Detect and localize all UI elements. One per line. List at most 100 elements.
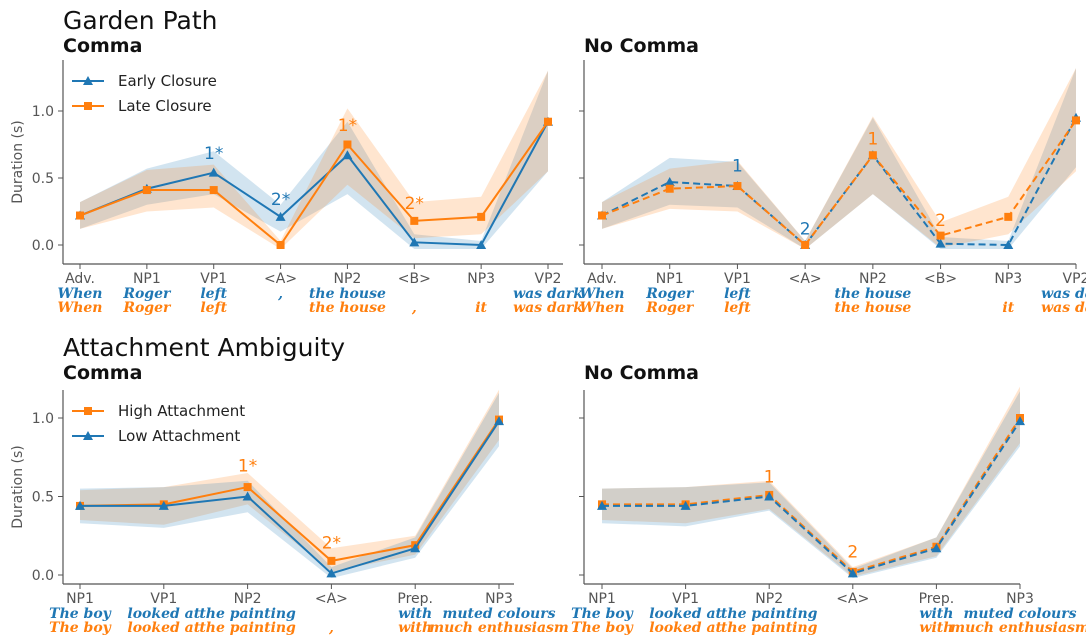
- data-point-square: [1072, 116, 1080, 125]
- series-line-orange: [79, 419, 500, 562]
- legend-label: Low Attachment: [118, 427, 240, 445]
- word-label-blue: muted colours: [443, 606, 556, 622]
- word-label-orange: Roger: [645, 300, 695, 316]
- word-label-blue: looked at: [127, 606, 200, 622]
- panel-title: Comma: [63, 362, 142, 384]
- data-point-square: [544, 117, 552, 126]
- series-line-blue: [602, 420, 1021, 575]
- word-label-blue: left: [200, 286, 227, 302]
- word-label-orange: it: [475, 300, 487, 316]
- x-tick-label: VP1: [672, 591, 699, 607]
- x-tick-label: <A>: [264, 271, 297, 287]
- legend-label: Early Closure: [118, 72, 217, 90]
- word-label-orange: the painting: [199, 620, 296, 636]
- significance-annotation: 1: [867, 130, 878, 150]
- y-tick-label: 0.5: [32, 490, 54, 506]
- word-label-blue: with: [919, 606, 953, 622]
- word-label-orange: much enthusiasm: [429, 620, 568, 636]
- word-label-blue: Roger: [645, 286, 695, 302]
- word-label-orange: Roger: [122, 300, 172, 316]
- x-tick-label: NP1: [656, 271, 684, 287]
- y-tick-label: 0.0: [32, 238, 54, 254]
- legend-label: Late Closure: [118, 97, 212, 115]
- data-point-triangle: [342, 150, 353, 160]
- word-label-blue: When: [58, 286, 103, 302]
- data-point-triangle: [597, 500, 607, 510]
- panel-title: No Comma: [584, 35, 699, 57]
- legend-marker: [84, 407, 92, 415]
- word-label-orange: The boy: [49, 620, 112, 636]
- y-tick-label: 1.0: [32, 104, 54, 120]
- section-title-attachment-ambiguity: Attachment Ambiguity: [63, 333, 345, 362]
- word-label-blue: ,: [277, 286, 283, 302]
- significance-annotation: 1*: [204, 144, 223, 164]
- significance-annotation: 2: [800, 219, 811, 239]
- x-tick-label: NP1: [133, 271, 161, 287]
- data-point-square: [327, 556, 336, 565]
- word-label-blue: the painting: [199, 606, 296, 622]
- word-label-orange: the house: [834, 300, 911, 316]
- legend-marker: [83, 76, 93, 85]
- x-tick-label: <B>: [924, 271, 957, 287]
- x-tick-label: VP1: [200, 271, 227, 287]
- data-point-triangle: [275, 211, 286, 221]
- data-point-square: [276, 241, 285, 249]
- legend-marker: [84, 102, 92, 110]
- word-label-blue: The boy: [49, 606, 112, 622]
- word-label-blue: The boy: [571, 606, 634, 622]
- data-point-triangle: [75, 500, 85, 510]
- series-line-orange: [79, 121, 549, 247]
- ci-band-blue: [602, 391, 1020, 579]
- data-point-square: [243, 483, 252, 492]
- word-label-blue: looked at: [649, 606, 722, 622]
- ci-band-orange: [80, 70, 548, 250]
- word-label-orange: When: [58, 300, 103, 316]
- y-tick-label: 0.5: [32, 171, 54, 187]
- x-tick-label: <A>: [315, 591, 348, 607]
- x-tick-label: NP1: [66, 591, 94, 607]
- panel-title: No Comma: [584, 362, 699, 384]
- word-label-orange: When: [580, 300, 625, 316]
- ci-band-blue: [80, 392, 499, 579]
- data-point-triangle: [410, 543, 421, 553]
- panel-title: Comma: [63, 35, 142, 57]
- word-label-blue: left: [724, 286, 751, 302]
- legend-label: High Attachment: [118, 402, 245, 420]
- word-label-blue: When: [580, 286, 625, 302]
- x-tick-label: <A>: [789, 271, 822, 287]
- significance-annotation: 2*: [405, 194, 424, 214]
- x-tick-label: NP1: [588, 591, 616, 607]
- x-tick-label: NP2: [334, 271, 362, 287]
- ci-band-blue: [602, 68, 1076, 250]
- data-point-square: [733, 182, 742, 191]
- x-tick-label: Adv.: [587, 271, 617, 287]
- x-tick-label: NP2: [234, 591, 262, 607]
- word-label-orange: the painting: [721, 620, 818, 636]
- x-tick-label: NP3: [1006, 591, 1034, 607]
- word-label-orange: it: [1002, 300, 1014, 316]
- word-label-blue: the house: [834, 286, 911, 302]
- data-point-triangle: [158, 500, 169, 510]
- x-tick-label: NP3: [467, 271, 495, 287]
- series-line-blue: [80, 420, 500, 575]
- data-point-triangle: [935, 238, 946, 248]
- data-point-triangle: [931, 543, 942, 553]
- data-point-triangle: [1003, 240, 1014, 249]
- data-point-square: [410, 216, 419, 225]
- data-point-triangle: [847, 568, 858, 578]
- data-point-square: [598, 211, 606, 220]
- data-point-triangle: [1015, 416, 1025, 426]
- x-tick-label: NP3: [485, 591, 513, 607]
- x-tick-label: VP2: [535, 271, 562, 287]
- word-label-orange: ,: [328, 620, 334, 636]
- word-label-orange: left: [200, 300, 227, 316]
- chart-panel-1: No CommaAdv.WhenWhenNP1RogerRogerVP1left…: [579, 35, 1086, 316]
- word-label-orange: left: [724, 300, 751, 316]
- data-point-square: [936, 231, 945, 240]
- significance-annotation: 2: [935, 211, 946, 231]
- x-tick-label: Prep.: [397, 591, 433, 607]
- x-tick-label: VP1: [150, 591, 177, 607]
